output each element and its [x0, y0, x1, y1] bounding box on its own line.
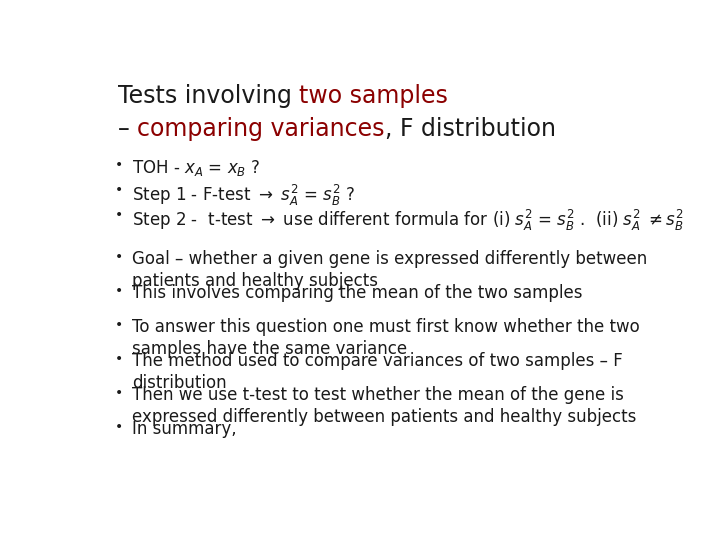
- Text: •: •: [115, 420, 123, 434]
- Text: •: •: [115, 352, 123, 366]
- Text: Then we use t-test to test whether the mean of the gene is
expressed differently: Then we use t-test to test whether the m…: [132, 386, 636, 427]
- Text: •: •: [115, 208, 123, 222]
- Text: TOH - $x_A$ = $x_B$ ?: TOH - $x_A$ = $x_B$ ?: [132, 158, 260, 178]
- Text: •: •: [115, 318, 123, 332]
- Text: Goal – whether a given gene is expressed differently between
patients and health: Goal – whether a given gene is expressed…: [132, 250, 647, 290]
- Text: , F distribution: , F distribution: [384, 117, 556, 141]
- Text: Step 2 -  t-test $\rightarrow$ use different formula for (i) $s_A^2$ = $s_B^2$ .: Step 2 - t-test $\rightarrow$ use differ…: [132, 208, 684, 233]
- Text: •: •: [115, 250, 123, 264]
- Text: •: •: [115, 158, 123, 172]
- Text: In summary,: In summary,: [132, 420, 236, 438]
- Text: –: –: [118, 117, 137, 141]
- Text: This involves comparing the mean of the two samples: This involves comparing the mean of the …: [132, 284, 582, 302]
- Text: two samples: two samples: [300, 84, 448, 107]
- Text: •: •: [115, 183, 123, 197]
- Text: comparing variances: comparing variances: [137, 117, 384, 141]
- Text: •: •: [115, 386, 123, 400]
- Text: •: •: [115, 284, 123, 298]
- Text: The method used to compare variances of two samples – F
distribution: The method used to compare variances of …: [132, 352, 623, 393]
- Text: Step 1 - F-test $\rightarrow$ $s_A^2$ = $s_B^2$ ?: Step 1 - F-test $\rightarrow$ $s_A^2$ = …: [132, 183, 355, 208]
- Text: To answer this question one must first know whether the two
samples have the sam: To answer this question one must first k…: [132, 318, 639, 358]
- Text: Tests involving: Tests involving: [118, 84, 300, 107]
